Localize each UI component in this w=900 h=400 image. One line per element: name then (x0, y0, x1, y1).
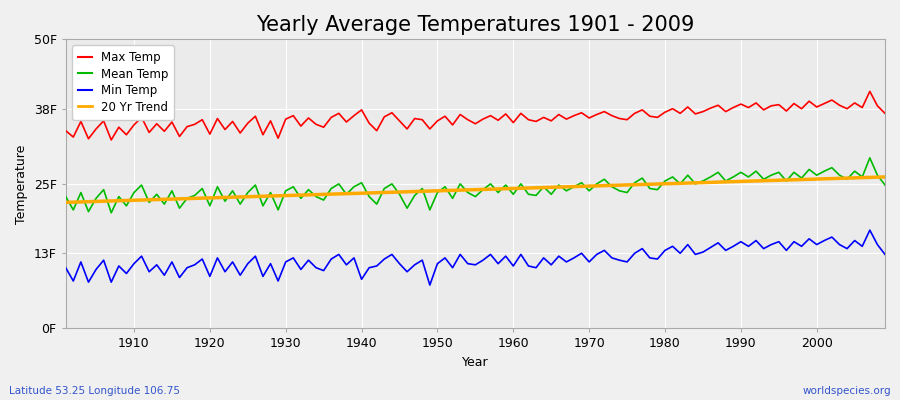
Min Temp (288, 256, 299, 260)
Max Temp (129, 122, 140, 127)
Mean Temp (129, 190, 140, 195)
Min Temp (333, 252, 344, 257)
Max Temp (106, 138, 117, 142)
Max Temp (607, 113, 617, 118)
Max Temp (879, 111, 890, 116)
Max Temp (341, 120, 352, 124)
Text: worldspecies.org: worldspecies.org (803, 386, 891, 396)
Max Temp (508, 120, 518, 125)
Max Temp (864, 89, 875, 94)
Line: Max Temp: Max Temp (66, 91, 885, 140)
Mean Temp (295, 196, 306, 201)
Min Temp (879, 252, 890, 257)
Min Temp (516, 252, 526, 257)
Mean Temp (341, 192, 352, 197)
Line: Mean Temp: Mean Temp (66, 158, 885, 213)
Mean Temp (516, 182, 526, 186)
Min Temp (121, 271, 131, 276)
Min Temp (864, 228, 875, 232)
Title: Yearly Average Temperatures 1901 - 2009: Yearly Average Temperatures 1901 - 2009 (256, 15, 695, 35)
Line: Min Temp: Min Temp (66, 230, 885, 285)
Y-axis label: Temperature: Temperature (15, 144, 28, 224)
Max Temp (60, 128, 71, 133)
Mean Temp (106, 210, 117, 215)
Text: Latitude 53.25 Longitude 106.75: Latitude 53.25 Longitude 106.75 (9, 386, 180, 396)
Mean Temp (879, 183, 890, 188)
Mean Temp (508, 192, 518, 197)
Mean Temp (607, 184, 617, 189)
Min Temp (508, 264, 518, 268)
Max Temp (516, 111, 526, 116)
X-axis label: Year: Year (462, 356, 489, 369)
Mean Temp (60, 194, 71, 199)
Min Temp (607, 256, 617, 260)
Mean Temp (864, 156, 875, 160)
Min Temp (60, 265, 71, 270)
Legend: Max Temp, Mean Temp, Min Temp, 20 Yr Trend: Max Temp, Mean Temp, Min Temp, 20 Yr Tre… (72, 45, 175, 120)
Max Temp (295, 124, 306, 128)
Min Temp (425, 283, 436, 288)
